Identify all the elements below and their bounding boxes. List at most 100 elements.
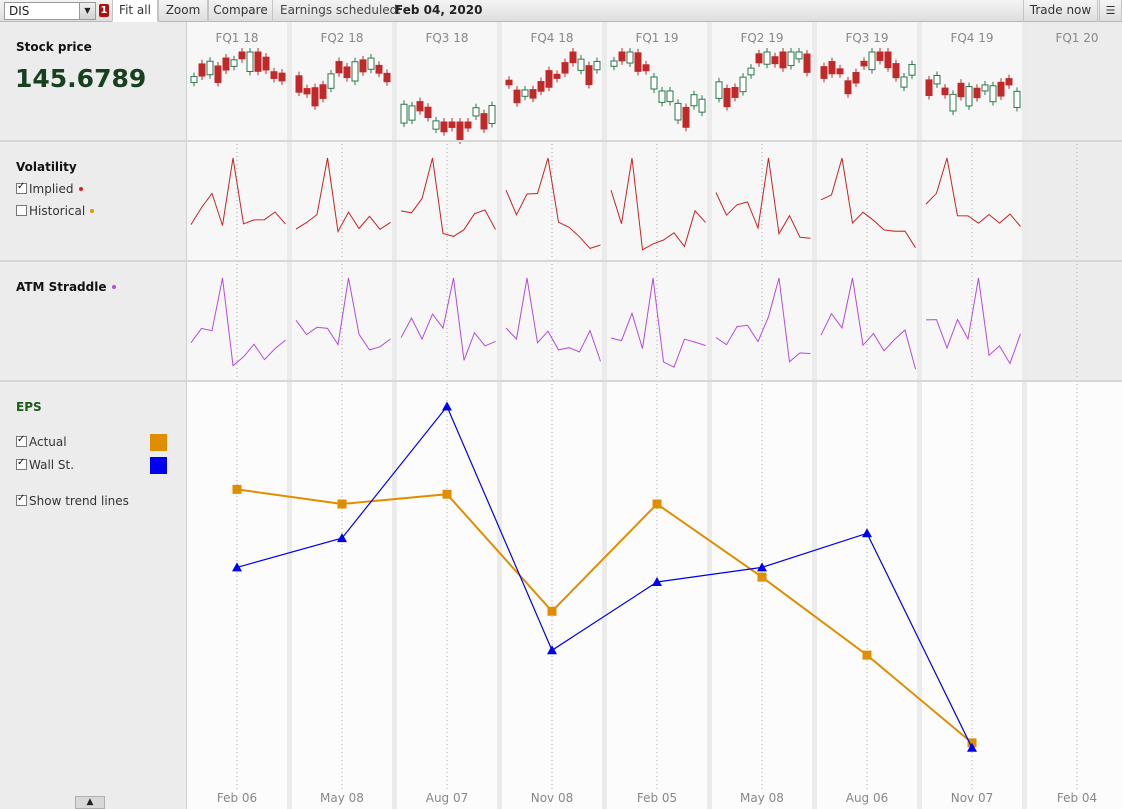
candle bbox=[553, 73, 561, 79]
candle bbox=[731, 87, 739, 98]
candle bbox=[900, 76, 908, 88]
volatility-line bbox=[925, 157, 1021, 227]
candle bbox=[513, 89, 521, 104]
candle bbox=[892, 63, 900, 79]
eps-column bbox=[502, 382, 602, 809]
candle bbox=[311, 87, 319, 107]
volatility-line bbox=[505, 157, 601, 249]
eps-actual-point bbox=[337, 499, 347, 509]
notification-badge[interactable]: 1 bbox=[99, 4, 109, 17]
actual-checkbox[interactable] bbox=[16, 434, 27, 447]
candle bbox=[335, 61, 343, 74]
historical-checkbox[interactable] bbox=[16, 205, 27, 216]
candle bbox=[908, 64, 916, 76]
candle bbox=[763, 51, 771, 65]
candle bbox=[989, 85, 997, 103]
straddle-title: ATM Straddle bbox=[16, 280, 116, 294]
candle bbox=[408, 105, 416, 121]
implied-checkbox-row[interactable]: Implied bbox=[16, 181, 83, 196]
candle bbox=[375, 64, 383, 74]
candle bbox=[472, 107, 480, 117]
eps-actual-point bbox=[862, 650, 872, 660]
candle bbox=[771, 56, 779, 65]
candle bbox=[521, 89, 529, 97]
historical-checkbox-row[interactable]: Historical bbox=[16, 204, 95, 218]
candle bbox=[658, 90, 666, 103]
candle bbox=[634, 52, 642, 72]
candle bbox=[206, 60, 214, 76]
zoom-button[interactable]: Zoom bbox=[158, 0, 208, 22]
menu-icon[interactable]: ☰ bbox=[1099, 0, 1122, 22]
candle bbox=[222, 57, 230, 71]
eps-wallst-point bbox=[442, 401, 452, 411]
divider bbox=[0, 260, 1122, 262]
candle bbox=[351, 61, 359, 82]
eps-column bbox=[817, 382, 917, 809]
candle bbox=[464, 121, 472, 129]
straddle-line bbox=[925, 277, 1021, 365]
trend-checkbox-row[interactable]: Show trend lines bbox=[16, 493, 129, 508]
candle bbox=[1013, 90, 1021, 108]
candle bbox=[868, 51, 876, 71]
eps-actual-point bbox=[442, 489, 452, 499]
candle bbox=[626, 51, 634, 64]
quarter-label: FQ1 20 bbox=[1055, 31, 1098, 45]
collapse-icon[interactable]: ▲ bbox=[75, 796, 105, 809]
candle bbox=[925, 79, 933, 96]
candle bbox=[198, 63, 206, 77]
toolbar: DIS ▼ 1 Fit all Zoom Compare Earnings sc… bbox=[0, 0, 1122, 22]
volatility-line bbox=[610, 157, 706, 251]
candle bbox=[723, 88, 731, 108]
candle bbox=[860, 60, 868, 67]
historical-label: Historical bbox=[29, 204, 86, 218]
candle bbox=[844, 80, 852, 95]
candle bbox=[610, 60, 618, 67]
candle bbox=[440, 121, 448, 133]
actual-color-swatch[interactable] bbox=[150, 434, 167, 451]
chevron-down-icon[interactable]: ▼ bbox=[79, 3, 95, 19]
symbol-selector[interactable]: DIS ▼ bbox=[4, 2, 96, 20]
fit-all-button[interactable]: Fit all bbox=[112, 0, 158, 22]
candle bbox=[569, 51, 577, 64]
candle bbox=[537, 81, 545, 92]
compare-button[interactable]: Compare bbox=[208, 0, 273, 22]
divider bbox=[0, 140, 1122, 142]
volatility-panel: Volatility Implied Historical bbox=[0, 142, 187, 260]
trend-checkbox[interactable] bbox=[16, 493, 27, 506]
candle bbox=[262, 56, 270, 71]
eps-actual-point bbox=[547, 606, 557, 616]
candle bbox=[367, 57, 375, 70]
candle bbox=[933, 74, 941, 85]
candle bbox=[715, 81, 723, 99]
candle bbox=[965, 86, 973, 107]
wallst-checkbox[interactable] bbox=[16, 457, 27, 470]
wallst-checkbox-row[interactable]: Wall St. bbox=[16, 457, 75, 472]
wallst-color-swatch[interactable] bbox=[150, 457, 167, 474]
implied-checkbox[interactable] bbox=[16, 181, 27, 194]
straddle-line bbox=[820, 277, 916, 370]
symbol-text[interactable]: DIS bbox=[9, 4, 30, 18]
eps-wallst-point bbox=[862, 528, 872, 538]
quarter-label: FQ3 19 bbox=[845, 31, 888, 45]
candle bbox=[319, 84, 327, 99]
eps-column bbox=[607, 382, 707, 809]
candle bbox=[488, 105, 496, 124]
candle bbox=[400, 103, 408, 124]
date-label: Feb 05 bbox=[637, 791, 677, 805]
eps-series-line bbox=[236, 405, 973, 749]
volatility-line bbox=[820, 157, 916, 248]
actual-checkbox-row[interactable]: Actual bbox=[16, 434, 67, 449]
quarter-label: FQ2 18 bbox=[320, 31, 363, 45]
eps-actual-point bbox=[757, 572, 767, 582]
date-label: Aug 07 bbox=[426, 791, 469, 805]
candle bbox=[424, 106, 432, 119]
wallst-label: Wall St. bbox=[29, 458, 75, 472]
trade-now-button[interactable]: Trade now bbox=[1023, 0, 1098, 22]
date-label: Feb 06 bbox=[217, 791, 257, 805]
candle bbox=[836, 68, 844, 75]
candle bbox=[480, 113, 488, 130]
volatility-line bbox=[400, 157, 496, 237]
candle bbox=[957, 82, 965, 98]
candle bbox=[803, 53, 811, 73]
candle bbox=[787, 51, 795, 67]
